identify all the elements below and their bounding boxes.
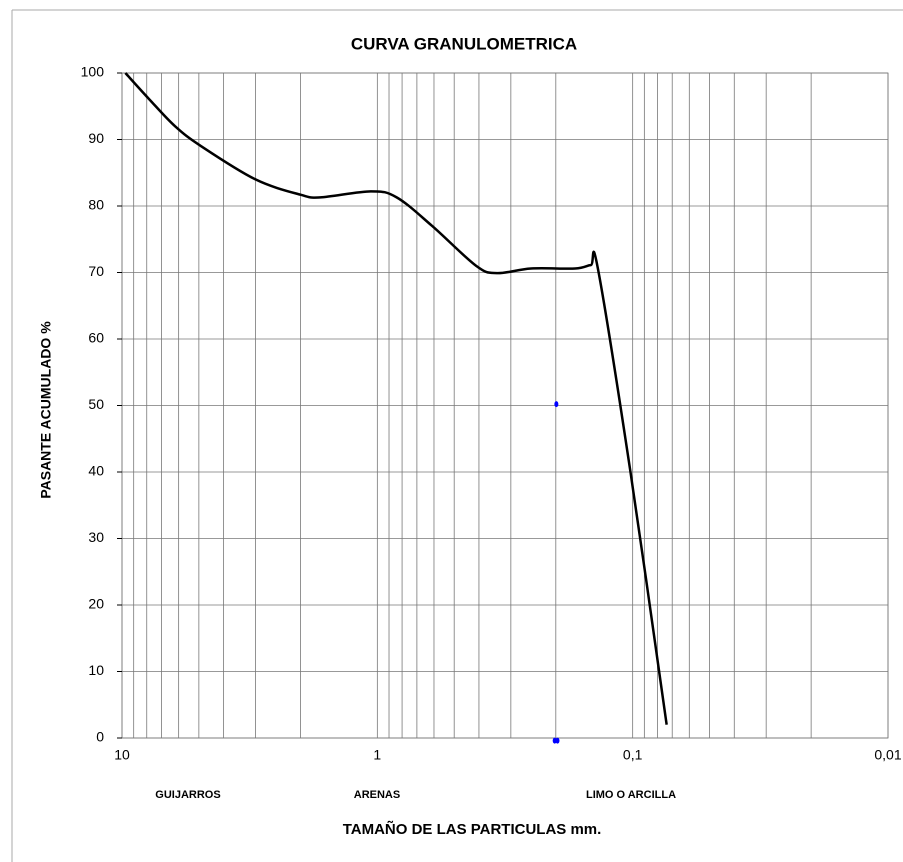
y-tick-label: 50 (88, 396, 104, 412)
chart-title: CURVA GRANULOMETRICA (351, 34, 577, 53)
y-tick-label: 100 (81, 64, 105, 80)
y-tick-label: 70 (88, 263, 104, 279)
y-tick-label: 10 (88, 662, 104, 678)
y-tick-label: 30 (88, 529, 104, 545)
curve (124, 72, 668, 725)
annotation: LIMO O ARCILLA (586, 789, 676, 801)
y-tick-label: 60 (88, 330, 104, 346)
y-tick-label: 0 (96, 729, 104, 745)
x-tick-label: 10 (114, 747, 130, 763)
y-tick-label: 80 (88, 197, 104, 213)
y-tick-label: 40 (88, 463, 104, 479)
annotation: GUIJARROS (155, 789, 220, 801)
point (555, 737, 560, 744)
x-tick-label: 1 (373, 747, 381, 763)
x-tick-label: 0,01 (874, 747, 901, 763)
point (552, 737, 557, 744)
x-axis-label: TAMAÑO DE LAS PARTICULAS mm. (343, 820, 602, 838)
y-tick-label: 90 (88, 130, 104, 146)
annotation: ARENAS (354, 789, 400, 801)
y-axis-label: PASANTE ACUMULADO % (38, 321, 54, 499)
y-tick-label: 20 (88, 596, 104, 612)
point (554, 401, 559, 408)
x-tick-label: 0,1 (623, 747, 643, 763)
